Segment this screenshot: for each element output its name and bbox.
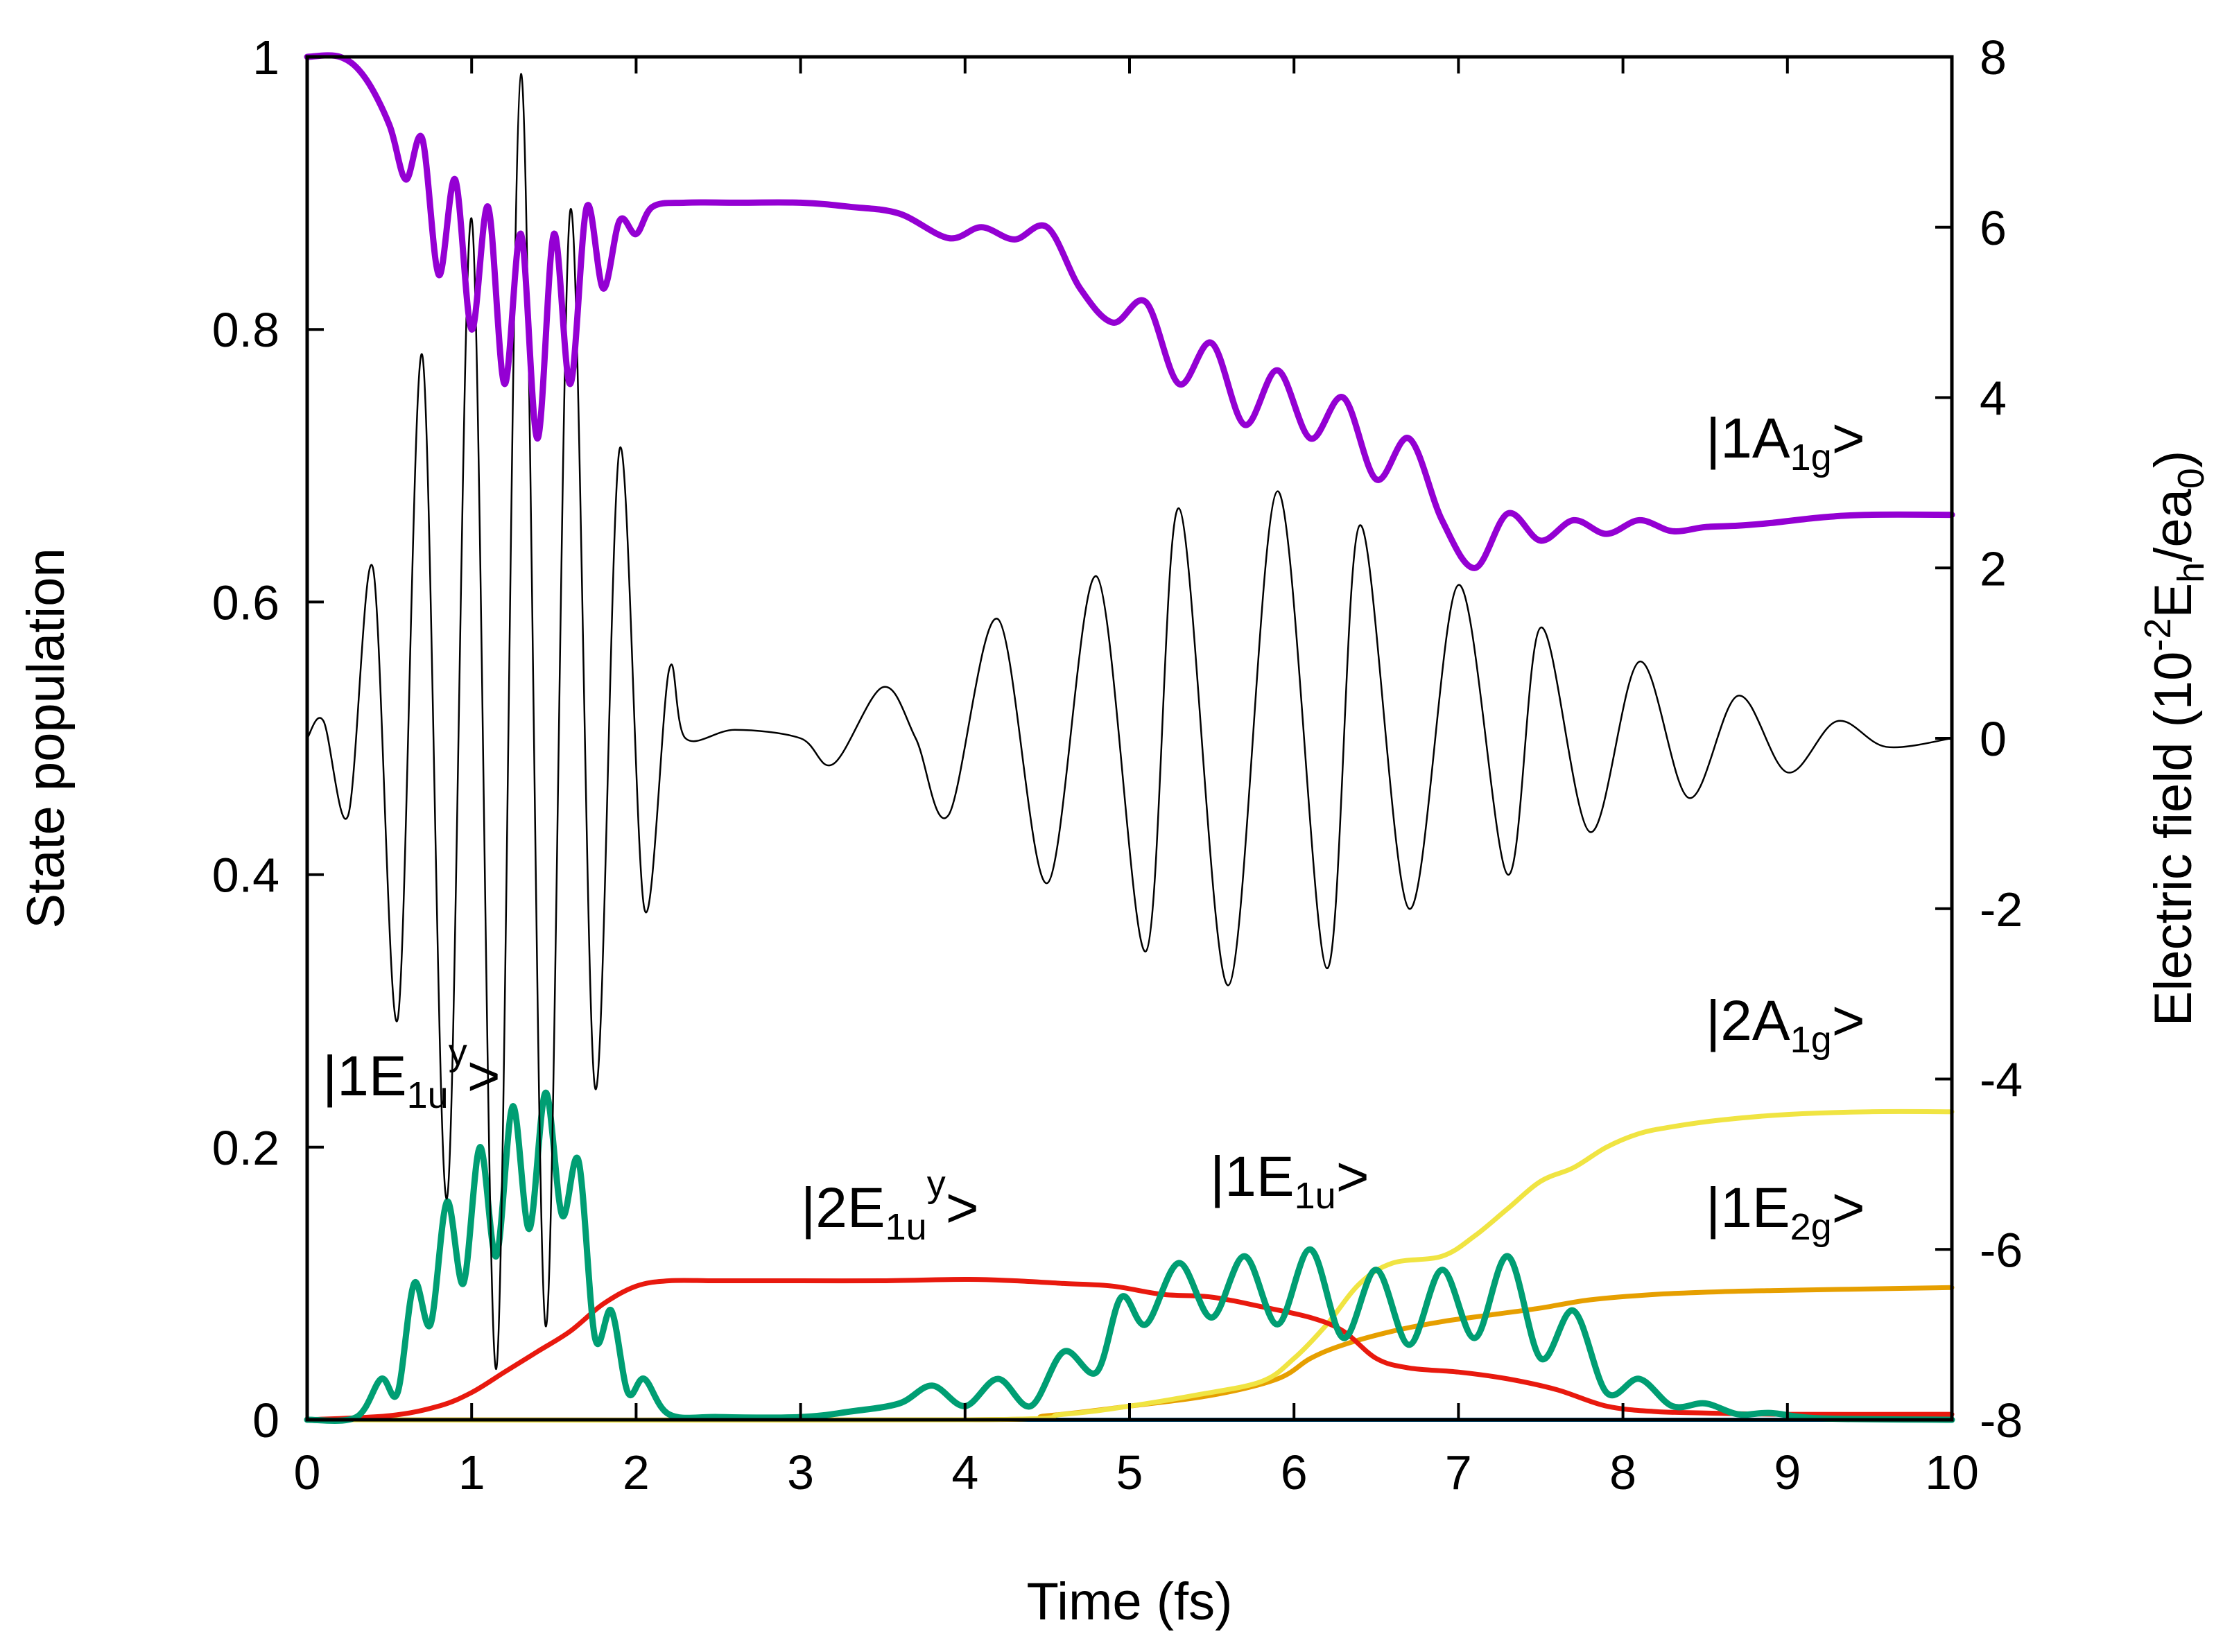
series-line-2a1g xyxy=(304,1108,1955,1423)
label-2a1g: |2A1g> xyxy=(1706,989,1865,1061)
series-line-1e1u-y xyxy=(304,1089,1955,1425)
x-tick-label: 0 xyxy=(294,1445,321,1499)
x-tick-label: 7 xyxy=(1445,1445,1472,1499)
x-tick-label: 9 xyxy=(1774,1445,1801,1499)
y2-tick-label: -4 xyxy=(1980,1053,2023,1107)
x-tick-label: 8 xyxy=(1609,1445,1636,1499)
label-1a1g: |1A1g> xyxy=(1706,407,1865,478)
x-tick-label: 2 xyxy=(623,1445,650,1499)
series-line-2e1u-y xyxy=(304,1277,1955,1423)
y-tick-label: 0.6 xyxy=(212,575,279,629)
label-2e1u-y: |2E1uy> xyxy=(801,1163,979,1248)
y-tick-label: 0 xyxy=(252,1393,279,1447)
y2-tick-label: 4 xyxy=(1980,372,2007,426)
y2-tick-label: 8 xyxy=(1980,31,2007,85)
label-1e1u: |1E1u> xyxy=(1210,1145,1369,1217)
y2-tick-label: 6 xyxy=(1980,201,2007,255)
y-tick-label: 0.2 xyxy=(212,1121,279,1175)
series-line-electric-field xyxy=(306,73,1953,1370)
series-line-1a1g xyxy=(304,52,1955,571)
y2-tick-label: -8 xyxy=(1980,1393,2023,1447)
y-tick-label: 1 xyxy=(252,31,279,85)
label-1e1u-y: |1E1uy> xyxy=(322,1032,501,1116)
y-tick-label: 0.8 xyxy=(212,303,279,357)
x-tick-label: 4 xyxy=(951,1445,978,1499)
ticks-layer: 0 1 2 3 4 5 6 7 8 9 10 0 0.2 0.4 0.6 0.8 1 -8 -6 -4 -2 0 2 4 6 8 xyxy=(212,31,2023,1499)
label-1e2g: |1E2g> xyxy=(1706,1176,1865,1248)
y-tick-label: 0.4 xyxy=(212,849,279,903)
y2-tick-label: -2 xyxy=(1980,882,2023,937)
y2-axis-title: Electric field (10-2Eh/ea0) xyxy=(2137,451,2212,1026)
x-axis-title: Time (fs) xyxy=(1027,1572,1233,1631)
y2-tick-label: -6 xyxy=(1980,1223,2023,1277)
y-axis-title: State population xyxy=(17,548,76,928)
x-tick-label: 5 xyxy=(1116,1445,1143,1499)
x-tick-label: 6 xyxy=(1281,1445,1308,1499)
y2-tick-label: 0 xyxy=(1980,712,2007,766)
y2-tick-label: 2 xyxy=(1980,541,2007,595)
x-tick-label: 1 xyxy=(458,1445,485,1499)
x-tick-label: 3 xyxy=(787,1445,814,1499)
x-tick-label: 10 xyxy=(1925,1445,1979,1499)
